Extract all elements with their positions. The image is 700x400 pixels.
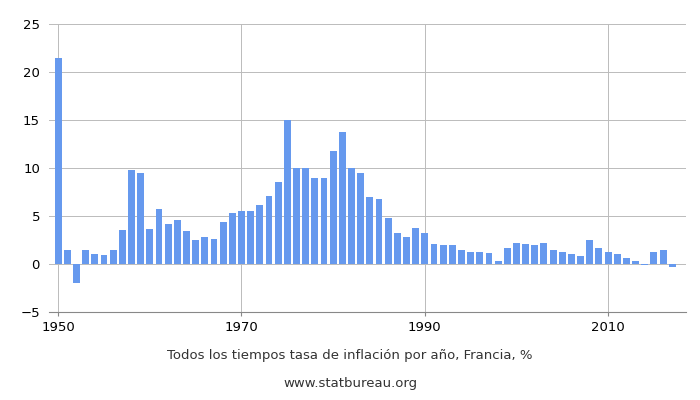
Bar	[486, 254, 492, 264]
Bar	[284, 120, 290, 264]
Bar	[330, 151, 337, 264]
Bar	[174, 220, 181, 264]
Bar	[73, 264, 80, 283]
Text: Todos los tiempos tasa de inflación por año, Francia, %: Todos los tiempos tasa de inflación por …	[167, 350, 533, 362]
Bar	[293, 168, 300, 264]
Bar	[357, 173, 364, 264]
Bar	[193, 240, 199, 264]
Bar	[385, 218, 391, 264]
Bar	[550, 250, 556, 264]
Bar	[128, 170, 135, 264]
Bar	[247, 211, 254, 264]
Bar	[238, 211, 245, 264]
Bar	[632, 261, 639, 264]
Bar	[531, 245, 538, 264]
Bar	[440, 245, 447, 264]
Bar	[394, 233, 400, 264]
Bar	[513, 243, 520, 264]
Bar	[668, 264, 676, 267]
Bar	[430, 244, 438, 264]
Bar	[495, 261, 501, 264]
Bar	[504, 248, 511, 264]
Bar	[568, 254, 575, 264]
Bar	[458, 250, 465, 264]
Bar	[605, 252, 612, 264]
Text: www.statbureau.org: www.statbureau.org	[283, 378, 417, 390]
Bar	[110, 250, 117, 264]
Bar	[559, 252, 566, 264]
Bar	[467, 252, 474, 264]
Bar	[449, 245, 456, 264]
Bar	[375, 199, 382, 264]
Bar	[55, 58, 62, 264]
Bar	[321, 178, 328, 264]
Bar	[302, 168, 309, 264]
Bar	[64, 250, 71, 264]
Bar	[155, 209, 162, 264]
Bar	[403, 237, 410, 264]
Bar	[659, 250, 666, 264]
Bar	[101, 255, 107, 264]
Bar	[623, 258, 630, 264]
Bar	[339, 132, 346, 264]
Bar	[220, 222, 227, 264]
Bar	[614, 254, 621, 264]
Bar	[183, 231, 190, 264]
Bar	[202, 237, 208, 264]
Bar	[596, 248, 603, 264]
Bar	[82, 250, 89, 264]
Bar	[476, 252, 483, 264]
Bar	[137, 173, 144, 264]
Bar	[229, 213, 236, 264]
Bar	[164, 224, 172, 264]
Bar	[641, 264, 648, 265]
Bar	[421, 233, 428, 264]
Bar	[274, 182, 281, 264]
Bar	[540, 243, 547, 264]
Bar	[92, 254, 98, 264]
Bar	[119, 230, 126, 264]
Bar	[312, 178, 318, 264]
Bar	[211, 239, 218, 264]
Bar	[587, 240, 593, 264]
Bar	[256, 206, 263, 264]
Bar	[146, 230, 153, 264]
Bar	[412, 228, 419, 264]
Bar	[265, 196, 272, 264]
Bar	[348, 168, 355, 264]
Bar	[366, 197, 373, 264]
Bar	[650, 252, 657, 264]
Bar	[522, 244, 529, 264]
Bar	[578, 256, 584, 264]
